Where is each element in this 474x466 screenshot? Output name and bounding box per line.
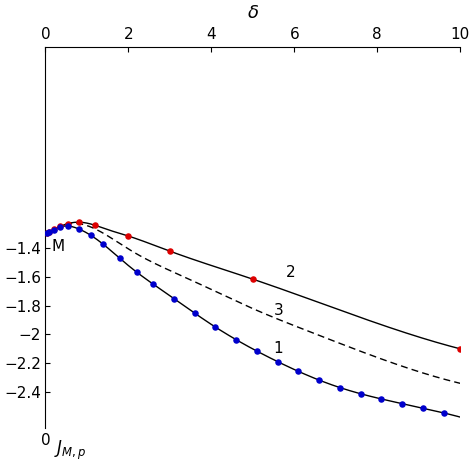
Point	[336, 384, 344, 391]
Point	[56, 223, 64, 230]
Point	[249, 275, 256, 283]
Point	[100, 241, 107, 248]
Point	[64, 222, 72, 230]
Point	[87, 232, 95, 239]
Point	[398, 400, 406, 407]
Point	[232, 336, 240, 343]
Point	[274, 358, 282, 365]
Point	[378, 395, 385, 403]
X-axis label: $\delta$: $\delta$	[246, 4, 259, 22]
Text: 1: 1	[273, 341, 283, 356]
Text: 3: 3	[273, 302, 283, 317]
Point	[149, 281, 157, 288]
Point	[44, 229, 51, 237]
Point	[295, 368, 302, 375]
Point	[64, 220, 72, 227]
Point	[166, 247, 173, 255]
Point	[419, 404, 427, 412]
Point	[133, 268, 140, 276]
Point	[191, 309, 199, 317]
Point	[91, 221, 99, 229]
Point	[44, 229, 51, 236]
Point	[440, 409, 447, 417]
Text: 2: 2	[286, 265, 296, 280]
Text: M: M	[52, 239, 64, 254]
Point	[75, 219, 82, 226]
Text: $J_{M,p}$: $J_{M,p}$	[54, 439, 86, 462]
Point	[50, 226, 57, 233]
Point	[56, 223, 64, 231]
Point	[315, 377, 323, 384]
Point	[170, 295, 178, 302]
Point	[116, 255, 124, 262]
Point	[46, 228, 53, 236]
Point	[253, 348, 261, 355]
Point	[75, 225, 82, 233]
Point	[125, 232, 132, 240]
Point	[211, 323, 219, 331]
Point	[46, 228, 53, 235]
Point	[456, 345, 464, 353]
Point	[357, 390, 365, 397]
Point	[50, 226, 57, 233]
